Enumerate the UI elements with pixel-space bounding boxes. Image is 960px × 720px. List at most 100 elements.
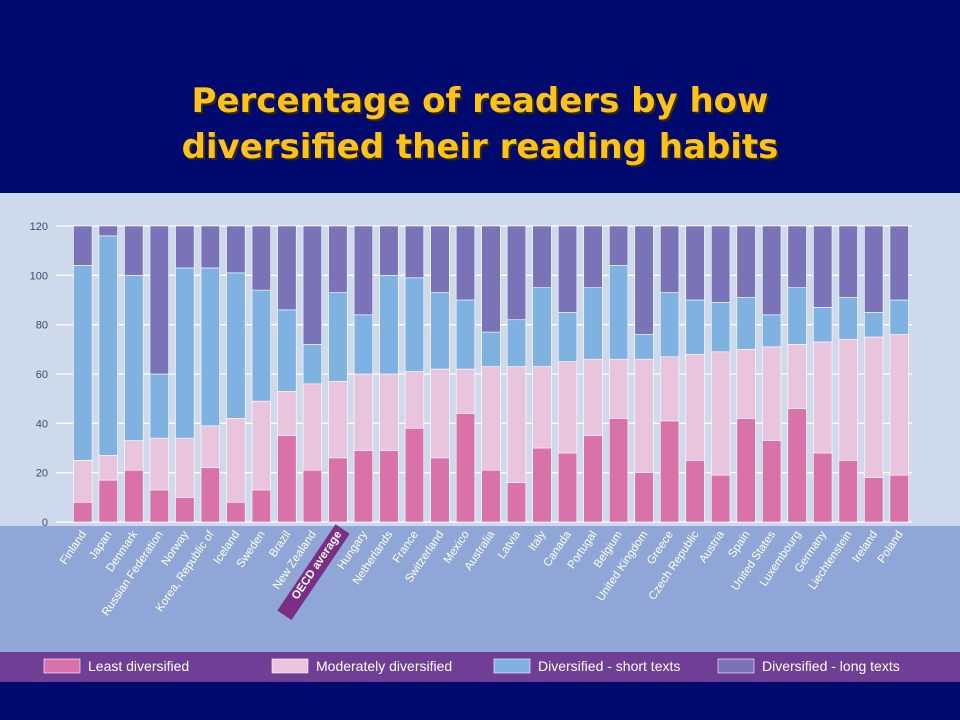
bar-segment — [430, 368, 450, 459]
bar-segment — [73, 265, 93, 461]
bar-segment — [864, 225, 884, 313]
bar-segment — [762, 314, 782, 348]
slide-title: Percentage of readers by how diversified… — [0, 78, 960, 170]
bar-segment — [532, 366, 552, 449]
legend-band — [0, 652, 960, 682]
legend-label: Diversified - short texts — [538, 658, 680, 674]
bar-segment — [608, 358, 629, 419]
bar-segment — [685, 225, 705, 301]
bar-segment — [455, 225, 476, 301]
bar-segment — [251, 225, 271, 291]
bar-segment — [889, 299, 909, 335]
bar-segment — [98, 479, 118, 523]
bar-segment — [838, 339, 858, 461]
bar-segment — [659, 292, 680, 358]
legend-swatch — [493, 658, 531, 674]
bar-segment — [455, 368, 476, 414]
bar-segment — [124, 275, 144, 441]
bar-segment — [659, 356, 680, 422]
bar-segment — [583, 435, 603, 523]
bar-segment — [685, 460, 705, 523]
legend-swatch — [271, 658, 309, 674]
bar-segment — [506, 225, 527, 321]
bar-segment — [404, 225, 425, 279]
bar-segment — [506, 366, 527, 483]
bar-segment — [226, 501, 246, 523]
bar-segment — [149, 225, 169, 375]
bar-segment — [787, 344, 807, 409]
bar-segment — [277, 390, 297, 436]
oecd-highlight-band — [277, 524, 350, 621]
bar-segment — [634, 472, 654, 523]
legend-label: Diversified - long texts — [762, 658, 900, 674]
bar-segment — [736, 349, 756, 419]
bar-segment — [353, 450, 374, 523]
bar-segment — [787, 287, 807, 345]
bar-segment — [557, 225, 578, 313]
bar-segment — [481, 331, 501, 367]
bar-segment — [379, 373, 399, 451]
bar-segment — [608, 225, 629, 266]
bar-segment — [711, 302, 731, 353]
bar-segment — [175, 437, 195, 498]
bar-segment — [277, 309, 297, 392]
bar-segment — [762, 225, 782, 316]
legend-swatch — [717, 658, 755, 674]
bar-segment — [149, 373, 169, 439]
legend-label: Least diversified — [88, 658, 189, 674]
bar-segment — [608, 265, 629, 360]
slide-title-line-2: diversified their reading habits — [181, 127, 779, 167]
y-tick-label: 80 — [36, 320, 48, 332]
bar-segment — [634, 334, 654, 360]
bar-segment — [200, 467, 220, 523]
y-tick-label: 120 — [30, 221, 48, 233]
bar-segment — [302, 344, 323, 385]
bar-segment — [583, 287, 603, 360]
bar-segment — [481, 225, 501, 333]
bar-segment — [175, 497, 195, 523]
bar-segment — [200, 267, 220, 427]
bar-segment — [277, 225, 297, 311]
y-tick-labels: 0 20 40 60 80 100 120 — [30, 221, 48, 529]
bar-segment — [659, 420, 680, 523]
bar-segment — [430, 225, 450, 293]
bar-segment — [711, 225, 731, 303]
x-label-band — [0, 526, 960, 652]
y-tick-label: 40 — [36, 418, 48, 430]
bar-segment — [736, 225, 756, 298]
bar-segment — [226, 418, 246, 503]
bar-segment — [98, 235, 118, 456]
bar-segment — [302, 383, 323, 471]
bar-segment — [430, 457, 450, 523]
bar-segment — [328, 381, 348, 459]
bar-segment — [328, 457, 348, 523]
bar-segment — [864, 336, 884, 478]
bar-segment — [787, 408, 807, 523]
bar-segment — [711, 351, 731, 476]
legend-label: Moderately diversified — [316, 658, 452, 674]
bar-segment — [175, 267, 195, 439]
bar-segment — [481, 366, 501, 471]
bar-segment — [864, 477, 884, 523]
bar-segment — [149, 437, 169, 491]
bar-segment — [353, 373, 374, 451]
bar-segment — [813, 452, 833, 523]
bar-segment — [404, 277, 425, 372]
bar-segment — [557, 312, 578, 362]
bar-segment — [379, 275, 399, 375]
bar-segment — [532, 225, 552, 288]
bar-segment — [404, 427, 425, 523]
bar-segment — [98, 225, 118, 237]
bar-segment — [557, 361, 578, 454]
bar-segment — [762, 346, 782, 441]
bar-segment — [124, 440, 144, 471]
bar-segment — [302, 469, 323, 523]
bar-segment — [149, 489, 169, 523]
bar-segment — [455, 413, 476, 523]
bar-segment — [251, 400, 271, 491]
y-tick-label: 100 — [30, 270, 48, 282]
bar-segment — [73, 501, 93, 523]
bar-segment — [506, 482, 527, 523]
bar-segment — [404, 371, 425, 429]
